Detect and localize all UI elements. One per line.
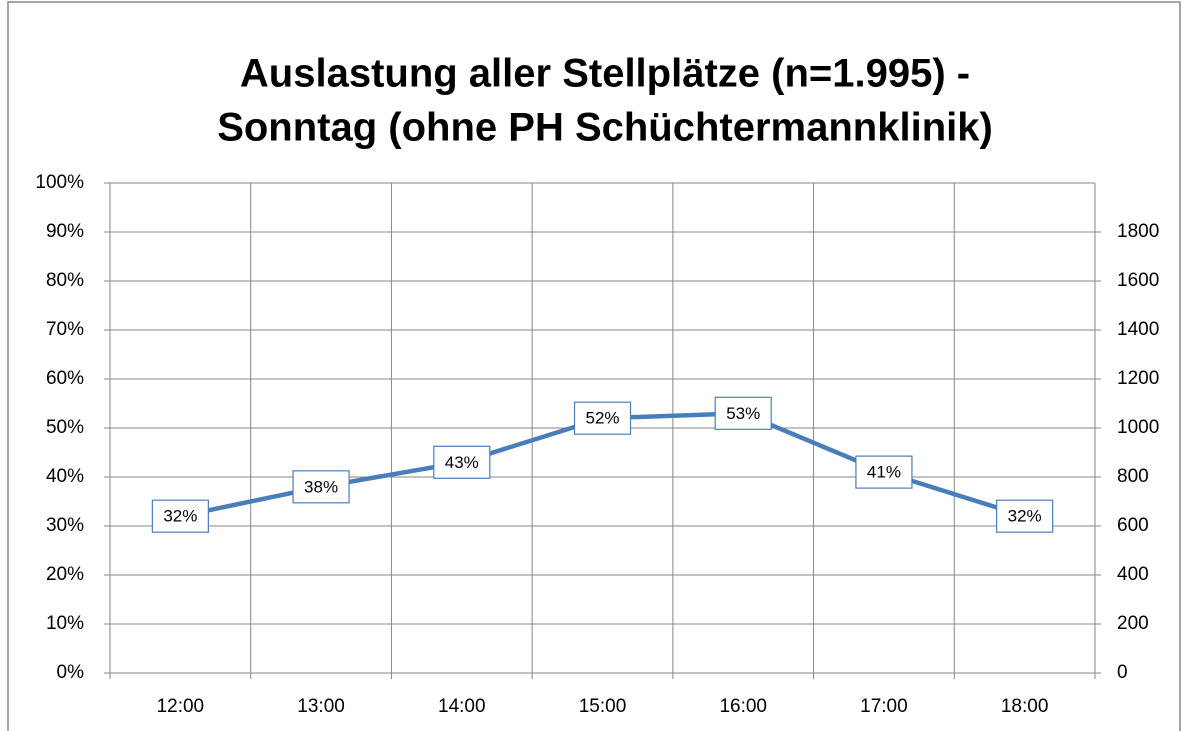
x-tick-label: 18:00 [1001,696,1049,717]
y2-tick-label: 400 [1117,564,1149,585]
y-tick-label: 50% [46,417,84,438]
y-tick-label: 0% [57,662,85,683]
x-tick-label: 12:00 [157,696,205,717]
y2-tick-label: 1800 [1117,221,1159,242]
data-label-box [996,499,1054,533]
x-tick-label: 16:00 [719,696,767,717]
data-label: 53% [726,404,760,423]
y2-tick-label: 1400 [1117,319,1159,340]
data-label: 52% [585,409,619,428]
y-tick-label: 10% [46,613,84,634]
chart-title: Auslastung aller Stellplätze (n=1.995) - [240,52,970,96]
data-label-box [714,396,772,430]
data-label-box [151,499,209,533]
y2-tick-label: 200 [1117,613,1149,634]
data-label: 38% [304,477,338,496]
data-label-box [292,470,350,504]
chart-border [7,1,1181,731]
y-tick-label: 20% [46,564,84,585]
x-tick-label: 13:00 [297,696,345,717]
data-label-box [433,445,491,479]
data-label: 41% [867,463,901,482]
y2-tick-label: 0 [1117,662,1128,683]
y2-tick-label: 800 [1117,466,1149,487]
y-tick-label: 80% [46,270,84,291]
x-tick-label: 15:00 [579,696,627,717]
y-tick-label: 90% [46,221,84,242]
data-label-box [855,455,913,489]
x-tick-label: 14:00 [438,696,486,717]
y-tick-label: 30% [46,515,84,536]
data-label: 43% [445,453,479,472]
data-label-box [573,401,632,435]
data-label: 32% [1008,507,1042,526]
data-label: 32% [163,507,197,526]
y2-tick-label: 600 [1117,515,1149,536]
y-tick-label: 40% [46,466,84,487]
y2-tick-label: 1000 [1117,417,1159,438]
y2-tick-label: 1200 [1117,368,1159,389]
y-tick-label: 70% [46,319,84,340]
y-tick-label: 60% [46,368,84,389]
y-tick-label: 100% [35,172,84,193]
chart-title: Sonntag (ohne PH Schüchtermannklinik) [217,106,993,150]
y2-tick-label: 1600 [1117,270,1159,291]
x-tick-label: 17:00 [860,696,908,717]
